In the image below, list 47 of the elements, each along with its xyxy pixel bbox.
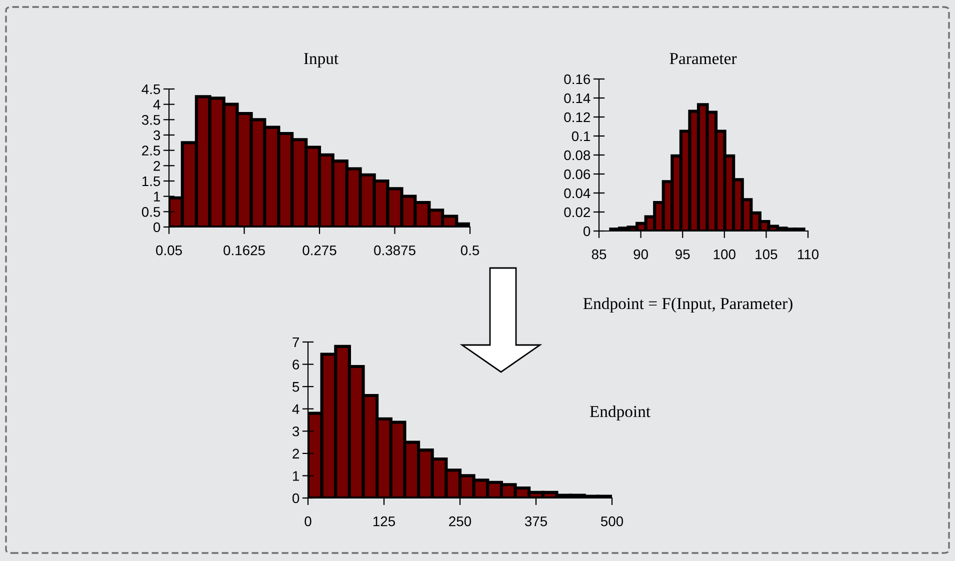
y-tick-label: 3 xyxy=(292,426,300,436)
y-tick-label: 0.02 xyxy=(564,207,590,218)
y-tick-label: 6 xyxy=(292,360,300,370)
y-tick-label: 1 xyxy=(154,192,160,202)
y-tick-label: 0.5 xyxy=(142,207,160,217)
y-tick-label: 3.5 xyxy=(142,115,160,125)
x-tick-label: 105 xyxy=(756,249,778,260)
x-tick-label: 0.05 xyxy=(156,245,182,256)
chart-title: Input xyxy=(304,53,338,68)
x-tick-label: 0.3875 xyxy=(374,245,416,256)
y-tick-label: 2.5 xyxy=(142,146,160,156)
x-tick-label: 100 xyxy=(714,249,736,260)
x-tick-label: 0 xyxy=(304,516,312,526)
y-tick-label: 0.08 xyxy=(564,150,590,160)
y-tick-label: 4 xyxy=(153,100,160,110)
y-tick-label: 3 xyxy=(153,130,160,140)
x-tick-label: 375 xyxy=(524,516,548,526)
text: Endpoint xyxy=(590,405,650,421)
x-tick-label: 85 xyxy=(592,249,606,260)
x-tick-label: 0.5 xyxy=(460,245,480,256)
y-tick-label: 0.04 xyxy=(564,188,590,198)
y-tick-label: 0.12 xyxy=(564,112,590,122)
y-tick-label: 4.5 xyxy=(142,84,160,94)
x-tick-label: 125 xyxy=(373,516,396,526)
y-tick-label: 7 xyxy=(292,337,299,348)
y-tick-label: 0.14 xyxy=(564,93,590,104)
y-tick-label: 0.06 xyxy=(564,169,590,180)
chart-title: Parameter xyxy=(670,53,737,64)
y-tick-label: 2 xyxy=(154,161,160,171)
y-tick-label: 1 xyxy=(293,471,299,481)
y-tick-label: 0.1 xyxy=(572,131,590,142)
y-tick-label: 0 xyxy=(153,222,160,232)
x-tick-label: 90 xyxy=(634,249,648,260)
x-tick-label: 0.1625 xyxy=(224,245,265,256)
y-tick-label: 0 xyxy=(583,226,590,236)
x-tick-label: 250 xyxy=(449,516,472,526)
y-tick-label: 5 xyxy=(292,382,300,392)
y-tick-label: 4 xyxy=(292,404,300,414)
y-tick-label: 0 xyxy=(292,493,300,504)
x-tick-label: 500 xyxy=(600,516,624,526)
y-tick-label: 0.16 xyxy=(564,74,590,84)
y-tick-label: 1.5 xyxy=(142,176,160,186)
y-tick-label: 2 xyxy=(292,448,299,458)
x-tick-label: 95 xyxy=(676,249,690,260)
x-tick-label: 110 xyxy=(798,249,819,260)
text: Endpoint = F(Input, Parameter) xyxy=(583,297,792,313)
x-tick-label: 0.275 xyxy=(302,245,336,256)
